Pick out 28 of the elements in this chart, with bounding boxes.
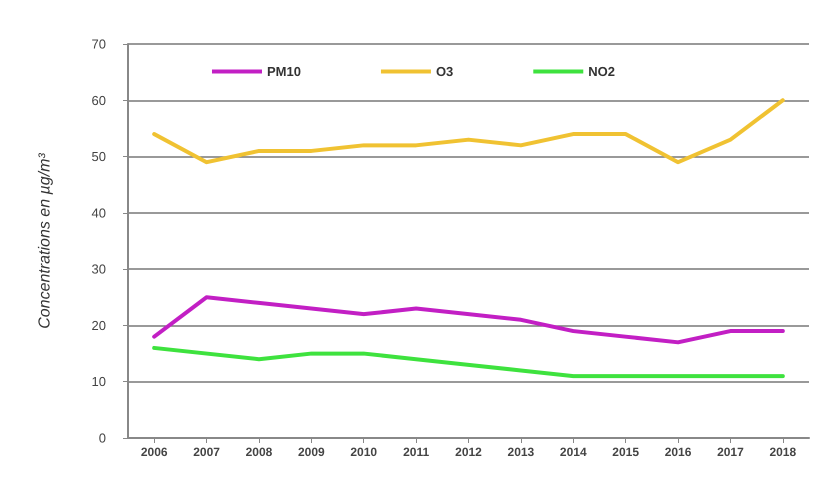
x-tick-label: 2018 [769,445,796,459]
x-tick-label: 2015 [612,445,640,459]
x-tick-label: 2009 [298,445,326,459]
legend-label: PM10 [266,64,301,79]
x-tick-label: 2016 [664,445,692,459]
y-axis-title: Concentrations en µg/m³ [36,152,54,329]
y-tick-label: 40 [92,205,106,220]
x-tick-label: 2013 [508,445,535,459]
y-tick-label: 10 [92,374,106,390]
y-tick-label: 0 [98,430,106,446]
y-tick-label: 50 [92,149,106,164]
line-series [152,295,785,344]
line-series [152,98,785,164]
x-tick-label: 2017 [717,445,744,459]
x-tick-label: 2014 [560,445,587,459]
y-tick-label: 60 [92,92,106,108]
legend-label: NO2 [588,64,616,79]
x-tick-label: 2012 [455,445,482,459]
x-tick-label: 2006 [140,445,168,459]
x-tick-label: 2007 [193,445,220,459]
legend-label: O3 [436,64,454,79]
y-tick-label: 20 [92,318,106,333]
x-tick-label: 2008 [246,445,273,459]
y-tick-label: 70 [92,36,106,52]
x-tick-label: 2010 [350,445,378,459]
x-tick-label: 2011 [403,445,430,459]
line-series [152,346,785,378]
y-tick-label: 30 [92,262,106,277]
